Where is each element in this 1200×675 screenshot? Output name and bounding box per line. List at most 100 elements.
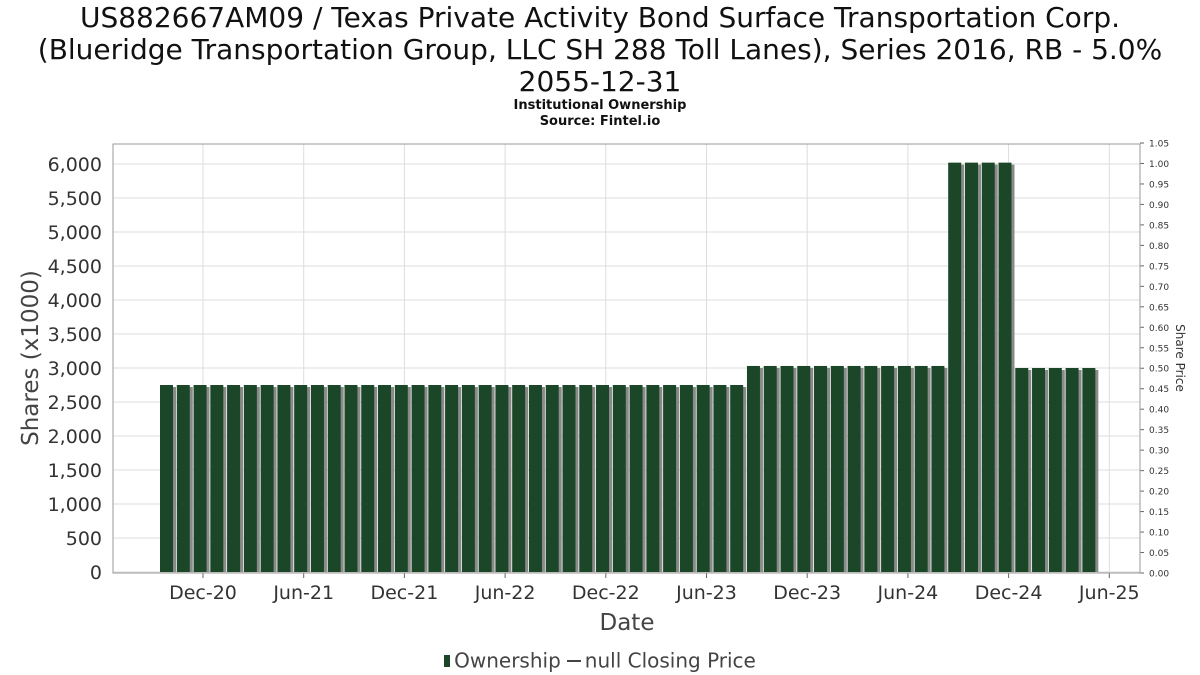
price-legend-swatch: [566, 659, 581, 662]
y2-tick-label: 0.75: [1149, 262, 1169, 272]
chart-title-block: US882667AM09 / Texas Private Activity Bo…: [0, 2, 1200, 130]
ownership-bar: [730, 385, 744, 572]
ownership-bar: [897, 365, 911, 572]
ownership-bar: [461, 385, 475, 572]
y2-tick-label: 0.80: [1149, 242, 1169, 252]
ownership-bar: [378, 385, 392, 572]
y2-axis-title: Share Price: [1173, 324, 1187, 392]
ownership-bar: [663, 385, 677, 572]
ownership-bar: [1082, 368, 1096, 572]
y2-tick-label: 0.15: [1149, 508, 1169, 518]
ownership-bar: [1048, 368, 1062, 572]
x-axis-title: Date: [600, 610, 655, 636]
ownership-bar: [227, 385, 241, 572]
y2-tick-label: 1.00: [1149, 160, 1169, 170]
y2-tick-label: 0.70: [1149, 283, 1169, 293]
y2-tick-label: 0.25: [1149, 467, 1169, 477]
y2-tick-label: 0.30: [1149, 447, 1169, 457]
y2-tick-label: 0.95: [1149, 180, 1169, 190]
y-tick-label: 5,000: [48, 222, 102, 244]
ownership-bar: [612, 385, 626, 572]
ownership-bar: [1065, 368, 1079, 572]
ownership-bar: [512, 385, 526, 572]
ownership-bar: [713, 385, 727, 572]
ownership-bar: [964, 162, 978, 572]
chart-title-line-2: (Blueridge Transportation Group, LLC SH …: [37, 33, 1163, 66]
ownership-bar: [160, 385, 173, 572]
chart-source: Source: Fintel.io: [539, 114, 661, 129]
axes: [112, 142, 1144, 578]
chart-title-line-3: 2055-12-31: [518, 65, 682, 98]
ownership-bar: [914, 365, 928, 572]
x-tick-label: Dec-20: [169, 582, 237, 604]
legend: Ownership null Closing Price: [0, 647, 1200, 673]
y2-tick-label: 0.85: [1149, 221, 1169, 231]
y-axis-title: Shares (x1000): [18, 270, 44, 446]
ownership-bar: [545, 385, 559, 572]
x-tick-label: Dec-21: [370, 582, 438, 604]
x-tick-label: Jun-23: [675, 582, 737, 604]
ownership-bar: [243, 385, 257, 572]
legend-ownership-label: Ownership: [454, 648, 561, 673]
ownership-bar: [344, 385, 358, 572]
ownership-bar: [596, 385, 610, 572]
y-tick-label: 3,500: [48, 324, 102, 346]
ownership-bar: [294, 385, 308, 572]
ownership-bar: [445, 385, 459, 572]
ownership-bar: [948, 162, 962, 572]
x-tick-label: Jun-24: [877, 582, 939, 604]
legend-price-label: null Closing Price: [584, 648, 756, 673]
ownership-bar: [176, 385, 190, 572]
chart-title-line-1: US882667AM09 / Texas Private Activity Bo…: [79, 1, 1121, 34]
y2-tick-label: 0.90: [1149, 201, 1169, 211]
y2-tick-label: 0.20: [1149, 488, 1169, 498]
y-tick-label: 2,000: [48, 426, 102, 448]
x-tick-label: Dec-22: [572, 582, 640, 604]
y2-tick-label: 0.50: [1149, 365, 1169, 375]
y2-tick-label: 0.05: [1149, 549, 1169, 559]
ownership-bar: [327, 385, 341, 572]
x-tick-label: Dec-24: [975, 582, 1043, 604]
ownership-bar: [981, 162, 995, 572]
chart-subtitle: Institutional Ownership: [513, 98, 687, 113]
ownership-legend-swatch: [444, 654, 451, 667]
ownership-bar: [696, 385, 710, 572]
ownership-bar: [746, 365, 760, 572]
y-tick-label: 500: [66, 528, 102, 550]
y-tick-label: 4,000: [48, 290, 102, 312]
ownership-bar: [1015, 368, 1029, 572]
ownership-bar: [277, 385, 291, 572]
ownership-bar: [998, 162, 1012, 572]
ownership-bar: [310, 385, 324, 572]
ownership-bar: [478, 385, 492, 572]
ownership-bar: [394, 385, 408, 572]
x-tick-label: Jun-22: [474, 582, 536, 604]
ownership-bar: [763, 365, 777, 572]
ownership-bar: [495, 385, 509, 572]
ownership-bar: [260, 385, 274, 572]
ownership-bar: [1032, 368, 1046, 572]
ownership-bar: [562, 385, 576, 572]
y-tick-label: 5,500: [48, 188, 102, 210]
ownership-bar: [830, 365, 844, 572]
y2-tick-label: 0.55: [1149, 344, 1169, 354]
y2-tick-label: 0.00: [1149, 570, 1169, 580]
y-tick-label: 2,500: [48, 392, 102, 414]
ownership-bar: [361, 385, 375, 572]
y2-tick-label: 0.35: [1149, 426, 1169, 436]
ownership-bar: [646, 385, 660, 572]
ownership-bar: [881, 365, 895, 572]
y-tick-label: 3,000: [48, 358, 102, 380]
x-tick-label: Jun-21: [272, 582, 334, 604]
x-tick-label: Jun-25: [1078, 582, 1140, 604]
ownership-bar: [864, 365, 878, 572]
ownership-bar: [797, 365, 811, 572]
ownership-bar: [847, 365, 861, 572]
y2-tick-label: 1.05: [1149, 140, 1169, 150]
y2-tick-label: 0.10: [1149, 529, 1169, 539]
ownership-bar: [814, 365, 828, 572]
y-tick-label: 1,500: [48, 460, 102, 482]
ownership-bar: [528, 385, 542, 572]
bars: [160, 162, 1099, 572]
